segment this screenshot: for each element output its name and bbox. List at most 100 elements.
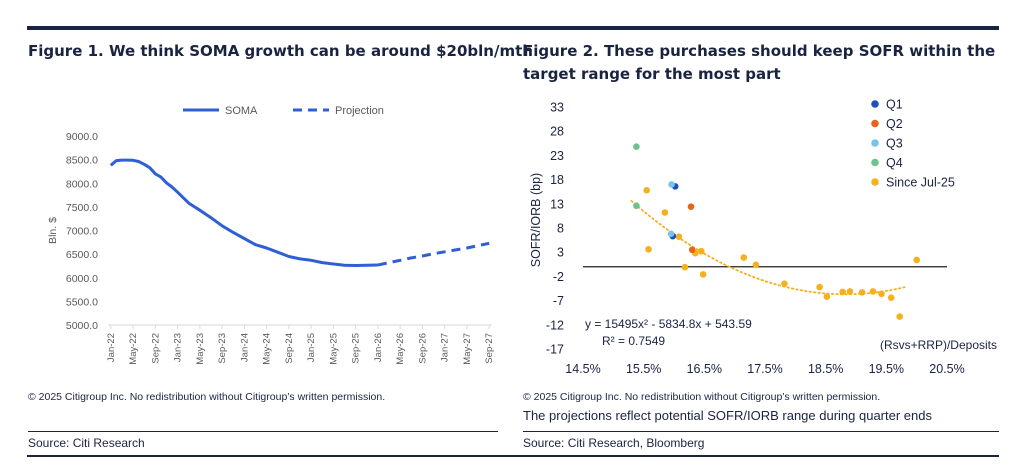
legend-label: Q1	[886, 98, 903, 112]
x-tick-label: May-27	[462, 333, 473, 365]
figure-2-title-line-2: target range for the most part	[523, 65, 781, 83]
top-rule	[27, 26, 999, 30]
legend-label: SOMA	[225, 105, 258, 117]
point-since-jul-25	[869, 288, 877, 295]
point-q4	[633, 143, 640, 150]
figure-2-source-rule	[523, 431, 999, 432]
y-tick-label: 6000.0	[66, 273, 98, 285]
point-since-jul-25	[816, 283, 823, 291]
x-tick-label: Sep-24	[284, 333, 295, 364]
point-since-jul-25	[752, 261, 760, 269]
point-q4	[633, 202, 640, 210]
point-since-jul-25	[698, 247, 705, 255]
y-tick-label: 23	[550, 149, 564, 163]
point-since-jul-25	[699, 271, 707, 278]
y-tick-label: 8	[557, 222, 564, 236]
point-since-jul-25	[887, 294, 895, 301]
x-tick-label: 14.5%	[565, 362, 600, 376]
regression-equation: y = 15495x² - 5834.8x + 543.59	[585, 317, 752, 331]
legend-marker	[871, 139, 879, 147]
point-since-jul-25	[645, 245, 652, 253]
x-tick-label: Jan-26	[373, 333, 384, 362]
y-tick-label: -7	[553, 294, 564, 308]
x-tick-label: 20.5%	[929, 362, 964, 376]
x-tick-label: Sep-25	[351, 333, 362, 364]
legend-label: Projection	[335, 105, 384, 117]
x-tick-label: Sep-23	[217, 333, 228, 364]
point-since-jul-25	[858, 289, 866, 296]
legend-marker	[871, 178, 879, 186]
point-since-jul-25	[643, 186, 650, 194]
r-squared-label: R² = 0.7549	[602, 334, 665, 348]
y-tick-label: 33	[550, 101, 564, 115]
y-tick-label: 28	[550, 125, 564, 139]
legend-label: Q4	[886, 156, 903, 170]
y-tick-label: -2	[553, 270, 564, 284]
legend-label: Since Jul-25	[886, 176, 955, 190]
y-axis-label: SOFR/IORB (bp)	[529, 173, 543, 267]
legend-marker	[871, 100, 879, 108]
x-tick-label: 17.5%	[747, 362, 782, 376]
figure-1-copyright: © 2025 Citigroup Inc. No redistribution …	[28, 391, 386, 403]
point-since-jul-25	[896, 313, 903, 320]
figure-1-source: Source: Citi Research	[28, 436, 145, 450]
y-tick-label: 5000.0	[66, 320, 98, 332]
y-tick-label: -12	[546, 318, 564, 332]
x-axis-label: (Rsvs+RRP)/Deposits	[880, 338, 997, 352]
y-tick-label: 8500.0	[66, 155, 98, 167]
point-since-jul-25	[740, 254, 748, 261]
y-axis-label: Bln. $	[47, 217, 59, 244]
point-since-jul-25	[675, 233, 683, 241]
x-tick-label: Jan-23	[173, 333, 184, 362]
x-tick-label: 16.5%	[687, 362, 722, 376]
x-tick-label: 19.5%	[869, 362, 904, 376]
y-tick-label: 7000.0	[66, 226, 98, 238]
y-tick-label: 13	[550, 197, 564, 211]
x-tick-label: Sep-27	[484, 333, 495, 364]
x-tick-label: Sep-26	[417, 333, 428, 364]
x-tick-label: May-22	[128, 333, 139, 365]
y-tick-label: 9000.0	[66, 131, 98, 143]
figure-2-source: Source: Citi Research, Bloomberg	[523, 436, 705, 450]
point-since-jul-25	[846, 288, 854, 295]
point-q3	[667, 230, 675, 238]
projection-line	[377, 241, 490, 267]
y-tick-label: 3	[557, 246, 564, 260]
bottom-rule	[27, 455, 999, 457]
legend-marker	[871, 119, 879, 128]
figure-1-source-rule	[28, 431, 498, 432]
y-tick-label: 7500.0	[66, 202, 98, 214]
point-q2	[688, 246, 696, 254]
x-tick-label: 15.5%	[626, 362, 661, 376]
figure-2-copyright: © 2025 Citigroup Inc. No redistribution …	[523, 391, 881, 403]
figure-1-title: Figure 1. We think SOMA growth can be ar…	[28, 42, 533, 60]
point-since-jul-25	[913, 256, 920, 264]
x-tick-label: May-23	[195, 333, 206, 365]
soma-line	[109, 158, 378, 267]
legend-label: Q3	[886, 137, 903, 151]
y-tick-label: 5500.0	[66, 296, 98, 308]
legend-marker	[871, 158, 879, 167]
trendline	[630, 200, 906, 296]
y-tick-label: 18	[550, 173, 564, 187]
point-q2	[687, 203, 695, 211]
x-tick-label: Sep-22	[150, 333, 161, 364]
figure-2-note: The projections reflect potential SOFR/I…	[523, 408, 932, 423]
point-since-jul-25	[681, 263, 689, 271]
x-tick-label: Jan-24	[239, 333, 250, 362]
x-tick-label: Jan-27	[440, 333, 451, 362]
y-tick-label: -17	[546, 343, 564, 357]
figure-2-title-line-1: Figure 2. These purchases should keep SO…	[523, 42, 996, 60]
y-tick-label: 8000.0	[66, 178, 98, 190]
y-tick-label: 6500.0	[66, 249, 98, 261]
point-since-jul-25	[839, 288, 846, 296]
point-since-jul-25	[823, 293, 831, 301]
point-since-jul-25	[781, 280, 788, 287]
legend-label: Q2	[886, 117, 903, 131]
x-tick-label: May-25	[328, 333, 339, 365]
x-tick-label: Jan-25	[306, 333, 317, 362]
point-since-jul-25	[878, 290, 885, 298]
point-q3	[668, 181, 675, 188]
